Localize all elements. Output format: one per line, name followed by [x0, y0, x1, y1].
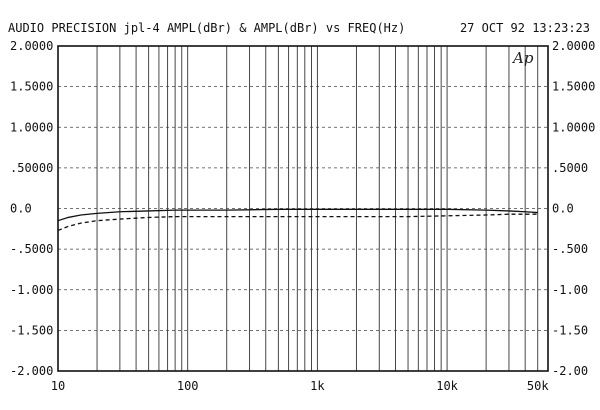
plot-frame — [57, 45, 549, 372]
y-tick-label-left: 0.0 — [10, 202, 32, 216]
y-tick-label-left: -2.000 — [10, 364, 53, 378]
y-tick-label-right: -.500 — [552, 242, 588, 256]
y-tick-label-left: -1.000 — [10, 283, 53, 297]
chart-title: AUDIO PRECISION jpl-4 AMPL(dBr) & AMPL(d… — [8, 21, 405, 35]
y-tick-label-right: .5000 — [552, 161, 588, 175]
y-tick-label-right: 0.0 — [552, 202, 574, 216]
y-tick-label-left: -.5000 — [10, 242, 53, 256]
series-group — [57, 208, 538, 232]
ap-logo: Ap — [511, 49, 534, 67]
y-tick-label-right: 1.0000 — [552, 120, 595, 134]
x-tick-label: 100 — [177, 379, 199, 393]
y-tick-label-right: 2.0000 — [552, 39, 595, 53]
x-tick-label: 10k — [436, 379, 458, 393]
x-tick-label: 50k — [527, 379, 549, 393]
y-tick-label-left: 2.0000 — [10, 39, 53, 53]
y-tick-label-right: -2.00 — [552, 364, 588, 378]
y-tick-label-right: 1.5000 — [552, 80, 595, 94]
x-tick-label: 1k — [310, 379, 325, 393]
series-line-solid — [57, 208, 538, 222]
y-tick-label-left: 1.0000 — [10, 120, 53, 134]
y-tick-label-left: 1.5000 — [10, 80, 53, 94]
y-tick-label-left: -1.500 — [10, 323, 53, 337]
x-tick-labels: 10 100 1k 10k 50k — [51, 379, 550, 393]
y-tick-label-left: .50000 — [10, 161, 53, 175]
series-line-dashed — [57, 213, 538, 232]
y-tick-labels-left: 2.0000 1.5000 1.0000 .50000 0.0 -.5000 -1.000 -… — [10, 39, 53, 378]
grid — [58, 46, 549, 371]
y-tick-label-right: -1.50 — [552, 323, 588, 337]
chart-timestamp: 27 OCT 92 13:23:23 — [460, 21, 590, 35]
y-tick-labels-right: 2.0000 1.5000 1.0000 .5000 0.0 -.500 -1.00 -1.5… — [552, 39, 595, 378]
x-tick-label: 10 — [51, 379, 65, 393]
y-tick-label-right: -1.00 — [552, 283, 588, 297]
